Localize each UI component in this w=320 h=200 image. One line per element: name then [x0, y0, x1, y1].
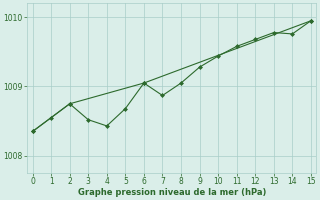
- X-axis label: Graphe pression niveau de la mer (hPa): Graphe pression niveau de la mer (hPa): [77, 188, 266, 197]
